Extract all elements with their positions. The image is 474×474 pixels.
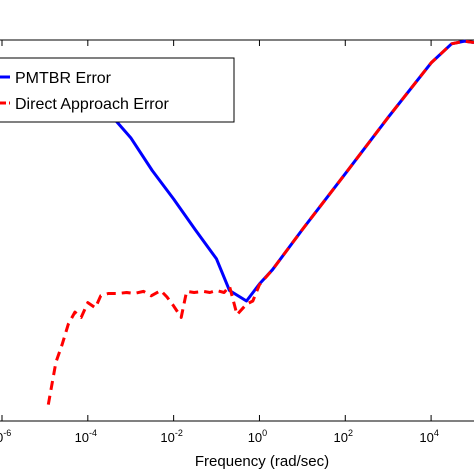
x-tick-label: 10-4 — [75, 428, 97, 445]
legend-label-2: Direct Approach Error — [15, 96, 170, 113]
x-tick-label: 100 — [248, 428, 267, 445]
x-axis-label: Frequency (rad/sec) — [195, 453, 329, 470]
series-line-2 — [46, 39, 474, 405]
legend-label-1: PMTBR Error — [15, 70, 112, 87]
x-tick-label: 104 — [419, 428, 438, 445]
x-tick-label: 102 — [334, 428, 353, 445]
x-tick-label: 10-6 — [0, 428, 11, 445]
x-tick-label: 10-2 — [160, 428, 182, 445]
legend-box — [0, 57, 235, 123]
plot-frame — [0, 39, 474, 422]
x-axis-ticks: 10-6 10-4 10-2 100 102 104 — [0, 40, 439, 445]
legend: PMTBR Error Direct Approach Error — [0, 57, 235, 123]
